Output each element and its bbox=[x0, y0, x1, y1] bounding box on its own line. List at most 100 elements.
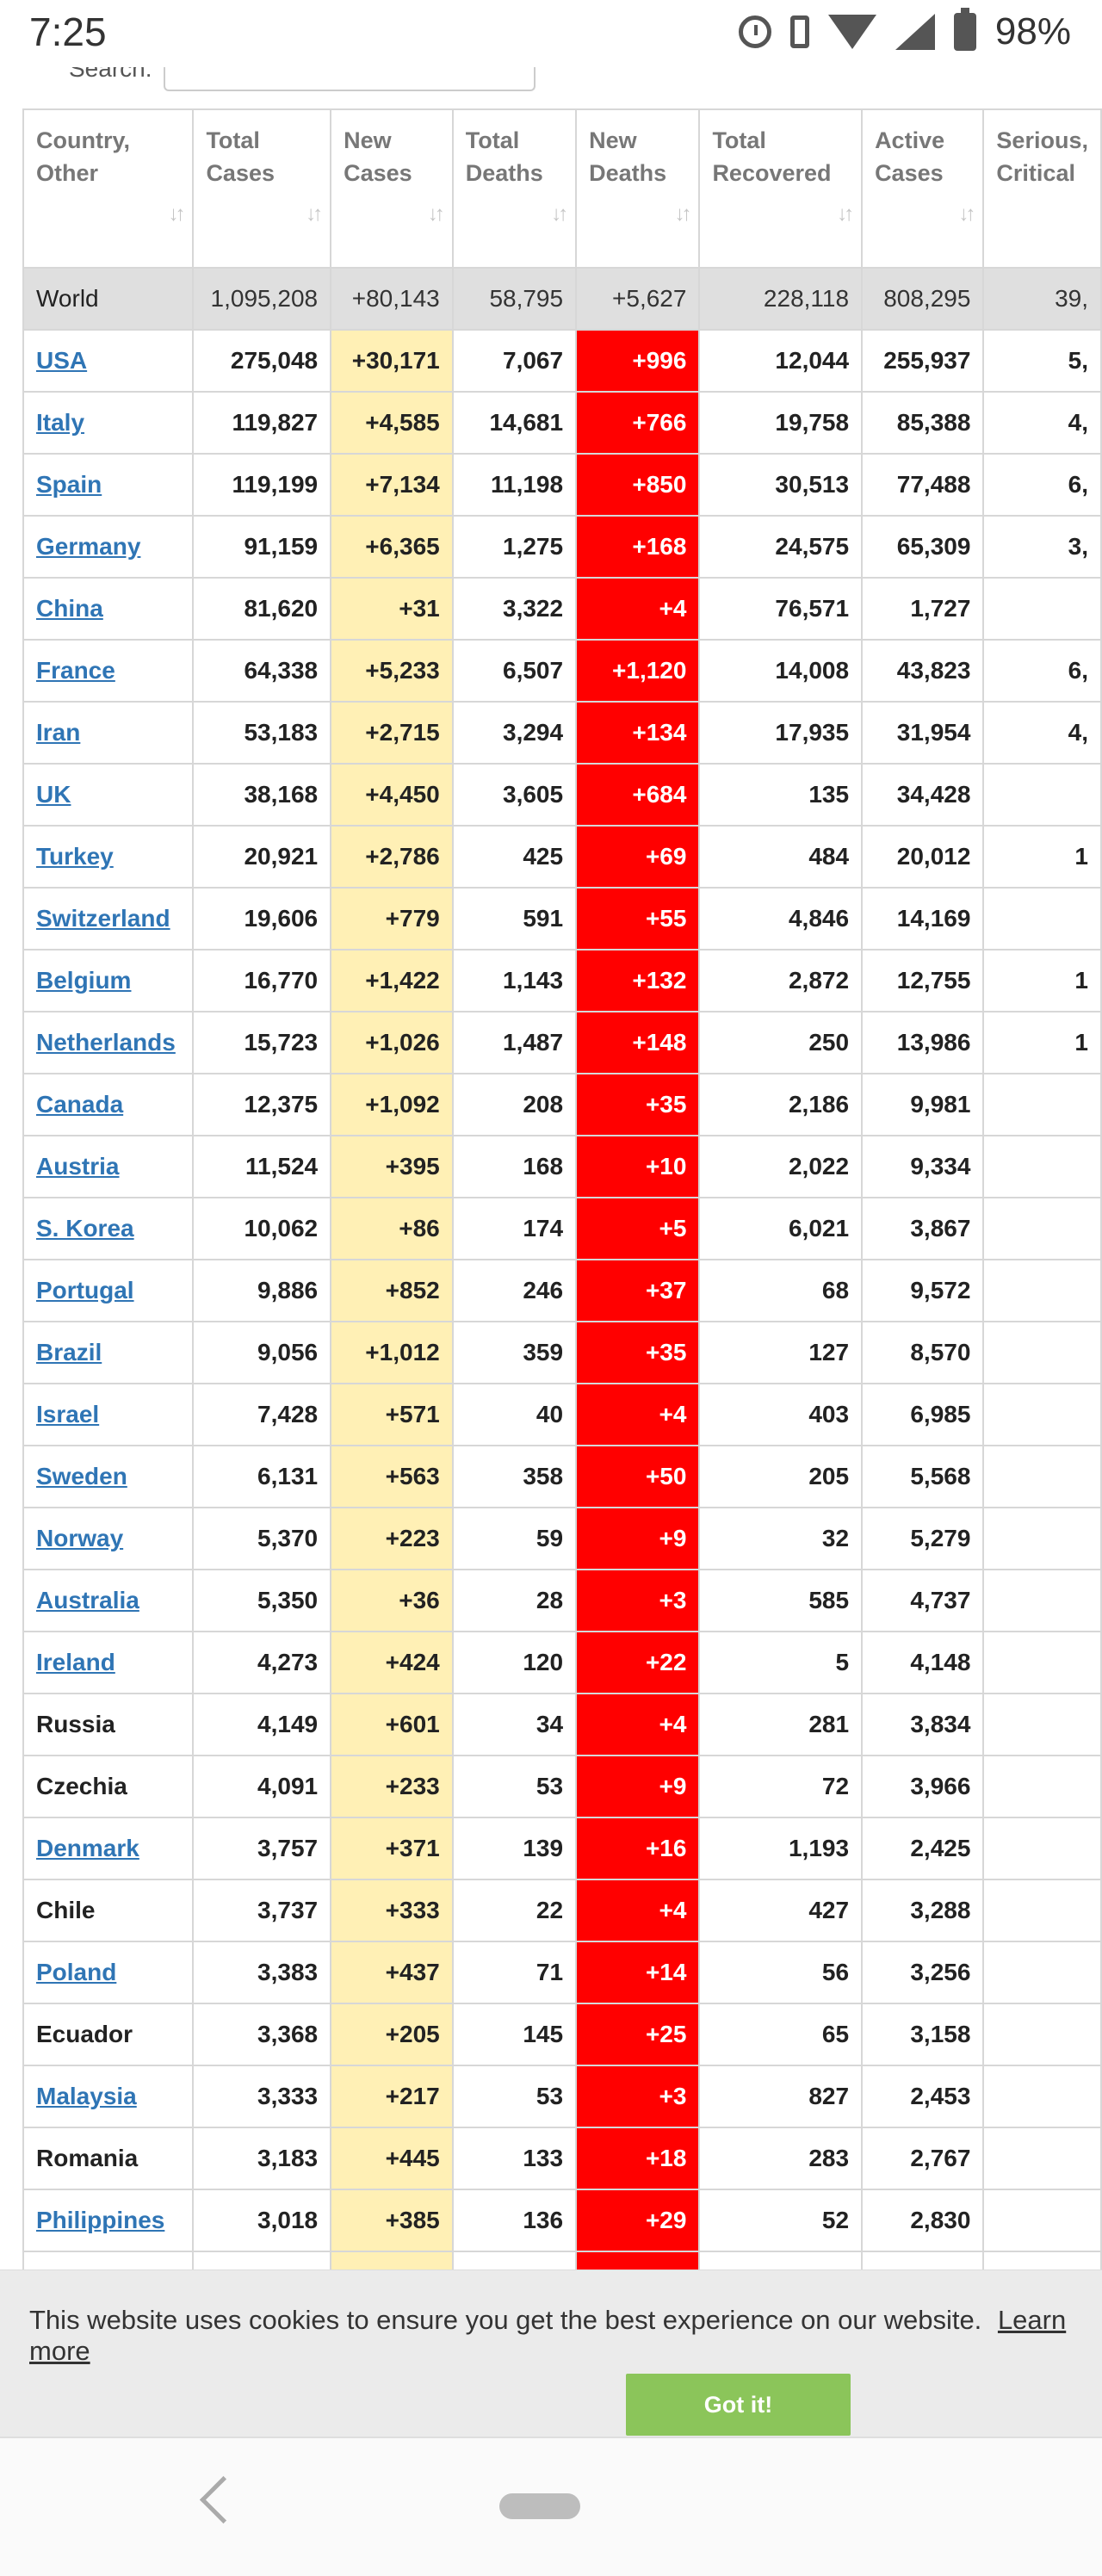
sort-icon[interactable]: ↓↑ bbox=[551, 202, 568, 226]
country-link[interactable]: Turkey bbox=[36, 843, 114, 870]
new-cases-cell: +4,450 bbox=[330, 763, 454, 827]
sort-icon[interactable]: ↓↑ bbox=[168, 202, 185, 226]
new-deaths-cell: +1,120 bbox=[575, 639, 701, 703]
country-link[interactable]: Iran bbox=[36, 719, 81, 746]
total-deaths-cell: 53 bbox=[451, 2065, 578, 2128]
total-recovered-cell: 250 bbox=[698, 1011, 864, 1074]
column-header[interactable]: Total Cases ↓↑ bbox=[192, 108, 332, 269]
new-deaths-cell: +16 bbox=[575, 1817, 701, 1880]
total-deaths-cell: 40 bbox=[451, 1383, 578, 1446]
new-cases-cell: +445 bbox=[330, 2127, 454, 2190]
new-deaths-cell: +37 bbox=[575, 1259, 701, 1322]
column-header[interactable]: New Cases ↓↑ bbox=[330, 108, 454, 269]
serious-cell: 4, bbox=[982, 701, 1102, 765]
total-deaths-cell: 11,198 bbox=[451, 453, 578, 517]
serious-cell: 1 bbox=[982, 1011, 1102, 1074]
total-cases-cell: 4,273 bbox=[192, 1631, 332, 1694]
table-row: Belgium 16,770 +1,422 1,143 +132 2,872 12,755 1 bbox=[22, 949, 1102, 1012]
country-link[interactable]: Malaysia bbox=[36, 2083, 137, 2109]
country-cell: Switzerland bbox=[22, 887, 195, 951]
back-icon[interactable] bbox=[199, 2475, 248, 2524]
table-row: Romania 3,183 +445 133 +18 283 2,767 bbox=[22, 2127, 1102, 2190]
active-cases-cell: 85,388 bbox=[861, 391, 985, 455]
country-link[interactable]: Canada bbox=[36, 1091, 124, 1118]
total-deaths-cell: 133 bbox=[451, 2127, 578, 2190]
total-recovered-cell: 2,186 bbox=[698, 1073, 864, 1136]
country-link[interactable]: Portugal bbox=[36, 1277, 134, 1303]
new-cases-cell: +7,134 bbox=[330, 453, 454, 517]
country-link[interactable]: Ireland bbox=[36, 1649, 115, 1675]
country-link[interactable]: Netherlands bbox=[36, 1029, 176, 1056]
country-link[interactable]: USA bbox=[36, 347, 88, 374]
serious-cell bbox=[982, 763, 1102, 827]
country-link[interactable]: UK bbox=[36, 781, 71, 808]
table-row: Italy 119,827 +4,585 14,681 +766 19,758 85,388… bbox=[22, 391, 1102, 455]
new-deaths-cell: +6 bbox=[575, 2251, 701, 2269]
country-link[interactable]: Brazil bbox=[36, 1339, 102, 1365]
total-deaths-cell: 168 bbox=[451, 1135, 578, 1198]
serious-cell bbox=[982, 2127, 1102, 2190]
serious-cell bbox=[982, 1755, 1102, 1818]
country-link[interactable]: Norway bbox=[36, 1525, 124, 1551]
country-cell: Brazil bbox=[22, 1321, 195, 1384]
sort-icon[interactable]: ↓↑ bbox=[427, 202, 445, 226]
table-row: Brazil 9,056 +1,012 359 +35 127 8,570 bbox=[22, 1321, 1102, 1384]
column-header-line: Critical bbox=[996, 160, 1075, 186]
table-row: Russia 4,149 +601 34 +4 281 3,834 bbox=[22, 1693, 1102, 1756]
column-header-line: Cases bbox=[206, 160, 276, 186]
country-link[interactable]: Australia bbox=[36, 1587, 139, 1613]
column-header[interactable]: Country, Other ↓↑ bbox=[22, 108, 195, 269]
column-header[interactable]: Total Recovered ↓↑ bbox=[698, 108, 864, 269]
sort-icon[interactable]: ↓↑ bbox=[837, 202, 854, 226]
column-header[interactable]: New Deaths ↓↑ bbox=[575, 108, 701, 269]
learn-more-link[interactable]: Learn more bbox=[29, 2305, 1067, 2366]
total-cases-cell: 3,757 bbox=[192, 1817, 332, 1880]
country-link[interactable]: Spain bbox=[36, 471, 102, 498]
column-header-line: Deaths bbox=[465, 160, 543, 186]
country-link[interactable]: Austria bbox=[36, 1153, 120, 1180]
country-link[interactable]: China bbox=[36, 595, 103, 622]
active-cases-cell: 3,966 bbox=[861, 1755, 985, 1818]
column-header-line: Total bbox=[465, 127, 520, 153]
total-deaths-cell: 40 bbox=[451, 2251, 578, 2269]
column-header-line: New bbox=[344, 127, 392, 153]
total-cases-cell: 53,183 bbox=[192, 701, 332, 765]
total-recovered-cell: 32 bbox=[698, 1507, 864, 1570]
country-link[interactable]: Israel bbox=[36, 1401, 100, 1427]
column-header-line: Cases bbox=[875, 160, 944, 186]
total-cases-cell: 20,921 bbox=[192, 825, 332, 889]
total-deaths-cell: 22 bbox=[451, 1879, 578, 1942]
country-link[interactable]: Belgium bbox=[36, 967, 132, 994]
home-icon[interactable] bbox=[499, 2493, 580, 2519]
column-header[interactable]: Active Cases ↓↑ bbox=[861, 108, 985, 269]
country-link[interactable]: France bbox=[36, 657, 115, 684]
stats-table-container[interactable]: Country, Other ↓↑ Total Cases ↓↑ New Cases ↓↑ Tot… bbox=[22, 108, 1102, 2269]
active-cases-cell: 6,985 bbox=[861, 1383, 985, 1446]
accept-cookies-button[interactable]: Got it! bbox=[626, 2374, 851, 2436]
country-link[interactable]: Switzerland bbox=[36, 905, 170, 932]
total-recovered-cell: 281 bbox=[698, 1693, 864, 1756]
active-cases-cell: 43,823 bbox=[861, 639, 985, 703]
sort-icon[interactable]: ↓↑ bbox=[674, 202, 691, 226]
active-cases-cell: 2,453 bbox=[861, 2065, 985, 2128]
total-recovered-cell: 403 bbox=[698, 1383, 864, 1446]
country-link[interactable]: S. Korea bbox=[36, 1215, 134, 1242]
country-link[interactable]: Poland bbox=[36, 1959, 117, 1985]
new-deaths-cell: +14 bbox=[575, 1941, 701, 2004]
country-link[interactable]: Germany bbox=[36, 533, 141, 560]
country-name: Russia bbox=[36, 1711, 115, 1737]
total-recovered-cell: 135 bbox=[698, 763, 864, 827]
sort-icon[interactable]: ↓↑ bbox=[958, 202, 975, 226]
serious-cell: 6, bbox=[982, 453, 1102, 517]
country-link[interactable]: Philippines bbox=[36, 2207, 165, 2233]
active-cases-cell: 1,727 bbox=[861, 577, 985, 641]
country-link[interactable]: Sweden bbox=[36, 1463, 127, 1489]
column-header[interactable]: Total Deaths ↓↑ bbox=[451, 108, 578, 269]
new-deaths-cell: +4 bbox=[575, 577, 701, 641]
country-link[interactable]: Italy bbox=[36, 409, 85, 436]
serious-cell: 6, bbox=[982, 639, 1102, 703]
sort-icon[interactable]: ↓↑ bbox=[306, 202, 323, 226]
column-header[interactable]: Serious, Critical bbox=[982, 108, 1102, 269]
new-deaths-cell: +766 bbox=[575, 391, 701, 455]
country-link[interactable]: Denmark bbox=[36, 1835, 139, 1861]
